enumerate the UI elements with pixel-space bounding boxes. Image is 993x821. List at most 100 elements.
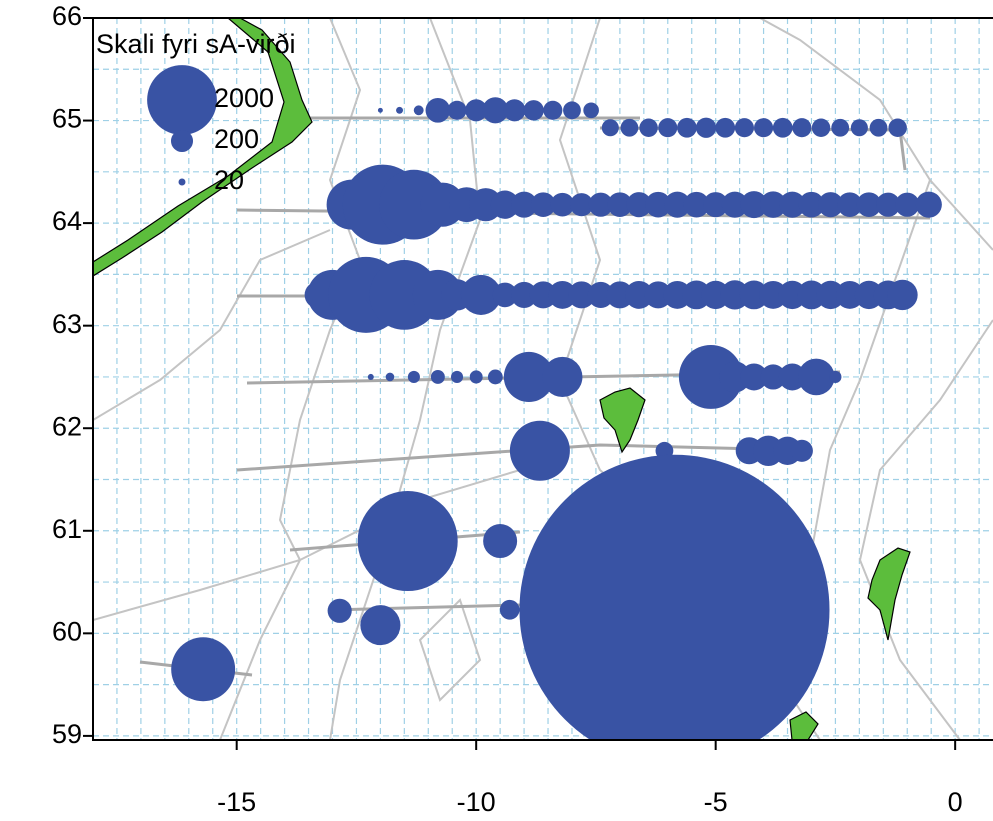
bubble [425,97,451,123]
bubble [790,439,813,462]
bubble [721,191,748,218]
bubble [645,191,672,218]
bubble [715,117,736,138]
track [329,603,521,612]
bubble [626,192,652,218]
bubble [482,97,509,124]
bubble [450,370,464,383]
bubble [583,102,599,119]
bubble [739,280,769,310]
bubble [831,118,850,137]
bubble [876,192,901,217]
land [93,18,313,277]
bubble [568,281,596,309]
land [599,387,646,454]
land [867,547,911,641]
bubble [460,274,502,315]
bubble [563,101,581,120]
contour [858,319,993,740]
bubble [888,118,907,137]
bubble [664,191,691,218]
axes: -15 -10 -5 0 59 60 61 62 63 64 65 66 [52,1,963,817]
bubble [740,191,768,219]
y-tick-label: 59 [52,719,82,749]
bubble [483,524,518,559]
bubble [529,281,557,309]
contour [418,598,482,702]
bubble [327,598,352,623]
bubble [658,118,678,138]
bubble [360,605,401,646]
land [789,711,819,740]
bubble [519,454,830,740]
legend-label: 20 [214,165,244,195]
y-tick-label: 66 [52,1,82,31]
bubble [407,370,420,383]
bubbles [171,97,942,740]
bubble [530,192,556,217]
bubble [413,105,424,116]
bubble [357,491,458,592]
bubble [503,99,526,122]
y-tick-label: 62 [52,411,82,441]
bubble [171,637,236,702]
legend-label: 2000 [214,83,274,113]
y-tick-label: 65 [52,104,82,134]
bubble [887,279,918,311]
bubble [550,192,575,217]
y-tick-label: 61 [52,514,82,544]
bubble [588,192,613,217]
bubble [447,100,467,120]
bubble [869,118,888,137]
x-tick-label: 0 [948,787,963,817]
bubble [509,420,570,481]
x-tick-label: -5 [704,787,728,817]
bubble [792,118,812,138]
bubble [779,191,806,218]
bubble [492,282,518,308]
legend-title: Skali fyri sA-virði [96,29,296,59]
bubble [837,192,863,217]
bubble [644,281,672,309]
bubble [772,117,793,138]
bubble [856,192,882,217]
bubble [511,281,538,308]
bubble [798,191,825,218]
y-tick-label: 64 [52,206,82,236]
x-tick-label: -10 [457,787,496,817]
legend-bubble [170,129,194,153]
bubble [487,369,503,385]
legend: Skali fyri sA-virði 2000 200 20 [96,29,296,195]
bubble [523,100,544,121]
contour [329,18,482,740]
bubble [377,107,383,113]
bubble [465,99,488,122]
bubble [503,351,554,402]
bubble [430,369,445,384]
bubble [760,364,786,390]
bubble [543,100,563,120]
bubble [759,191,787,218]
track [236,443,801,472]
bubble [569,193,594,217]
bubble [499,599,520,620]
bubble [740,363,768,391]
bubble [367,373,374,380]
contour [219,18,362,740]
bubble [811,118,831,137]
bubble [639,118,658,137]
bubble [734,118,754,138]
bubble [850,119,868,137]
legend-label: 200 [214,124,259,154]
bubble [703,192,729,218]
bubble [816,280,845,310]
contour [759,18,993,251]
bubble [797,358,835,396]
x-tick-label: -15 [217,787,256,817]
bubble [490,190,520,219]
bubble [915,191,942,218]
bubble [469,370,483,384]
bubble [677,117,697,138]
bubble [620,118,639,137]
